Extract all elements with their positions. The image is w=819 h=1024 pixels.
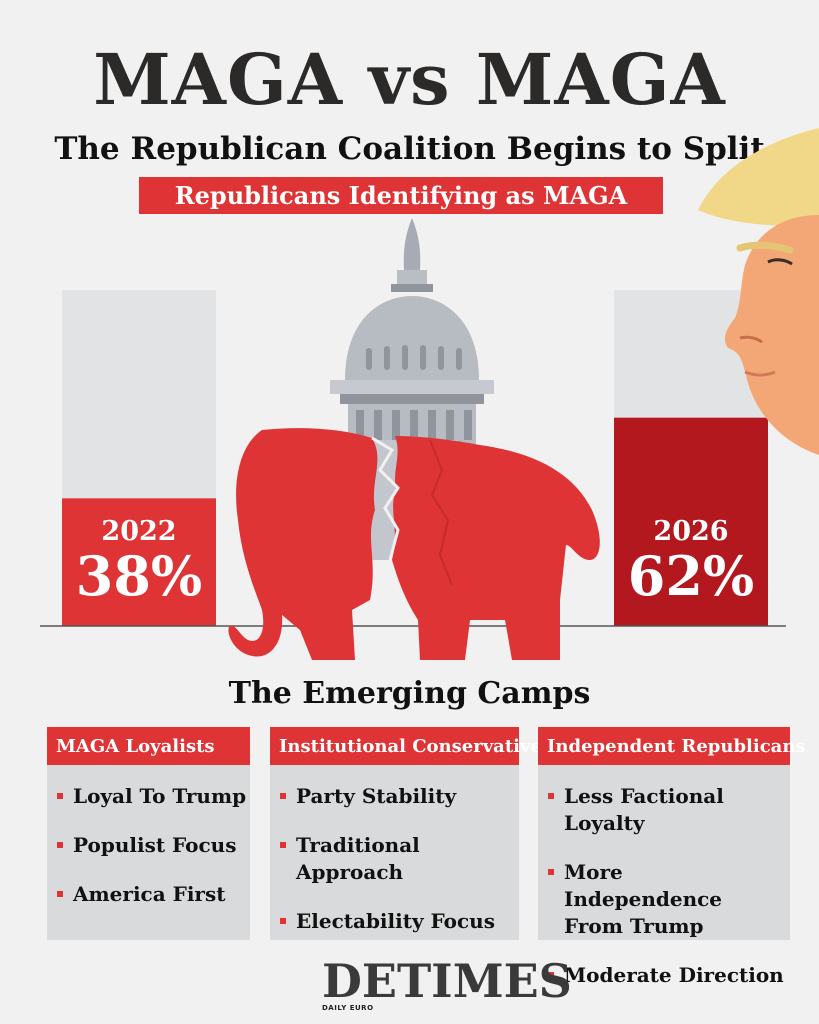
camp-list: Loyal To Trump Populist Focus America Fi… [47, 765, 250, 908]
bar-2022 [62, 498, 216, 626]
camp-panel-maga-loyalists: MAGA Loyalists Loyal To Trump Populist F… [47, 727, 250, 940]
logo-wordmark: DETIMES [322, 954, 572, 1008]
list-item: Electability Focus [280, 908, 519, 935]
figure-illustration [698, 128, 819, 455]
elephant-icon [228, 428, 600, 660]
bar-category-2022: 2022 [101, 516, 176, 547]
list-item: Populist Focus [57, 832, 250, 859]
bar-value-2022: 38% [76, 544, 202, 608]
bar-value-2026: 62% [628, 544, 754, 608]
list-item: More Independence From Trump [548, 859, 784, 940]
page-subtitle: The Republican Coalition Begins to Split [54, 131, 765, 167]
logo-tagline: DAILY EURO [322, 1004, 374, 1012]
camp-header: Institutional Conservatives [270, 727, 552, 765]
camp-list: Party Stability Traditional Approach Ele… [270, 765, 519, 935]
bar-category-2026: 2026 [653, 516, 728, 547]
list-item: America First [57, 881, 250, 908]
camps-title: The Emerging Camps [228, 676, 591, 711]
list-item: Party Stability [280, 783, 519, 810]
list-item: Less Factional Loyalty [548, 783, 784, 837]
bar-2026 [614, 417, 768, 626]
publisher-logo: DETIMES DAILY EURO [322, 954, 572, 1012]
camp-panel-independent-republicans: Independent Republicans Less Factional L… [538, 727, 806, 987]
camp-header: Independent Republicans [538, 727, 806, 765]
list-item: Traditional Approach [280, 832, 519, 886]
camp-header: MAGA Loyalists [47, 727, 250, 765]
camp-panel-institutional-conservatives: Institutional Conservatives Party Stabil… [270, 727, 552, 940]
list-item: Moderate Direction [548, 962, 784, 989]
list-item: Loyal To Trump [57, 783, 250, 810]
chart-banner: Republicans Identifying as MAGA [139, 177, 663, 214]
maga-chart: 2022 38% 2026 62% [40, 128, 819, 660]
page-title: MAGA vs MAGA [93, 38, 726, 121]
camp-list: Less Factional Loyalty More Independence… [538, 765, 790, 989]
